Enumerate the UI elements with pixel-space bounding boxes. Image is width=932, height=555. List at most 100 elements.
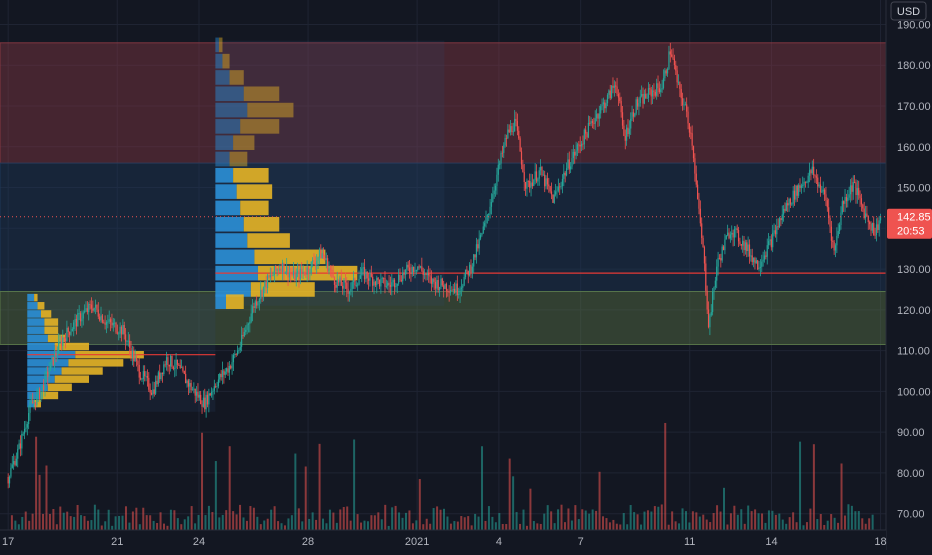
volume-bar <box>197 515 200 530</box>
candle-body <box>418 266 420 268</box>
candle-body <box>37 389 39 394</box>
candle-body <box>519 138 521 152</box>
time-axis-panel[interactable] <box>0 530 886 550</box>
volume-bar <box>62 512 65 530</box>
candle-body <box>440 278 442 287</box>
volume-bar <box>187 516 190 530</box>
candle-body <box>378 279 381 287</box>
currency-selector[interactable]: USD <box>890 1 927 21</box>
candle-body <box>417 266 419 270</box>
candle-body <box>88 304 90 313</box>
candle-body <box>606 94 609 104</box>
candle-body <box>273 266 275 275</box>
volume-bar <box>190 506 193 530</box>
candle-body <box>531 182 534 187</box>
candle-body <box>855 182 857 195</box>
candle-body <box>698 198 700 209</box>
candle-body <box>724 239 726 251</box>
candle-body <box>563 172 565 179</box>
candle-body <box>73 322 75 330</box>
volume-bar <box>166 525 169 530</box>
candle-body <box>717 257 719 267</box>
candle-body <box>657 83 659 89</box>
candle-body <box>220 373 222 378</box>
candle-body <box>373 281 375 286</box>
candle-body <box>359 275 362 279</box>
volume-bar <box>626 524 629 530</box>
candle-body <box>492 194 494 203</box>
candle-body <box>458 294 460 296</box>
volume-bar <box>225 510 228 530</box>
candle-body <box>262 286 265 297</box>
candle-body <box>176 359 179 365</box>
candle-body <box>327 258 329 272</box>
candle-body <box>45 371 48 375</box>
volume-bar <box>525 525 528 530</box>
volume-bar <box>211 512 214 530</box>
candle-body <box>810 170 812 174</box>
volume-bar <box>819 514 822 530</box>
candle-body <box>591 121 594 123</box>
volume-bar <box>508 458 511 530</box>
candle-body <box>546 178 549 185</box>
volume-bar <box>453 521 456 530</box>
candle-body <box>646 97 648 99</box>
volume-bar <box>308 518 311 530</box>
candle-body <box>280 268 282 272</box>
profile-bar-down <box>44 318 59 326</box>
currency-box[interactable] <box>890 1 927 21</box>
candle-body <box>774 230 777 235</box>
volume-bar <box>38 474 41 530</box>
profile-bar-down <box>229 151 248 167</box>
volume-bar <box>705 519 708 530</box>
candle-body <box>444 283 446 289</box>
volume-bar <box>342 506 345 530</box>
candle-body <box>860 198 863 205</box>
volume-bar <box>736 514 739 530</box>
candle-body <box>33 402 35 404</box>
volume-bar <box>826 520 829 530</box>
volume-bar <box>10 515 13 530</box>
candle-body <box>557 186 559 191</box>
candle-body <box>516 121 519 131</box>
volume-bar <box>156 522 159 530</box>
volume-bar <box>304 466 307 530</box>
candle-body <box>445 283 448 291</box>
candle-body <box>187 380 189 387</box>
profile-bar-down <box>34 293 38 302</box>
volume-bar <box>439 509 442 530</box>
candle-body <box>389 285 392 287</box>
volume-bar <box>339 509 342 530</box>
candle-body <box>399 274 401 281</box>
volume-bar <box>550 511 553 530</box>
candle-body <box>613 85 615 88</box>
volume-bar <box>283 525 286 530</box>
price-axis-panel[interactable] <box>886 0 932 550</box>
candle-body <box>534 171 536 180</box>
volume-bar <box>370 515 373 530</box>
volume-bar <box>52 508 55 530</box>
volume-bar <box>754 509 757 530</box>
candle-body <box>175 359 177 368</box>
candle-body <box>496 174 498 186</box>
candle-body <box>138 364 140 378</box>
volume-bar <box>830 514 833 530</box>
candle-body <box>459 288 461 295</box>
volume-bar <box>684 511 687 530</box>
candle-body <box>589 122 591 124</box>
volume-bar <box>729 513 732 530</box>
volume-bar <box>577 519 580 530</box>
candle-body <box>828 207 830 219</box>
candle-body <box>243 331 245 337</box>
candle-body <box>205 394 207 410</box>
candle-body <box>246 324 248 330</box>
last-price-label: 142.85 <box>897 212 931 224</box>
candle-body <box>486 215 488 217</box>
candle-body <box>673 58 676 66</box>
volume-bar <box>505 524 508 530</box>
volume-bar <box>767 510 770 530</box>
candle-body <box>848 194 850 198</box>
candle-body <box>871 223 873 231</box>
